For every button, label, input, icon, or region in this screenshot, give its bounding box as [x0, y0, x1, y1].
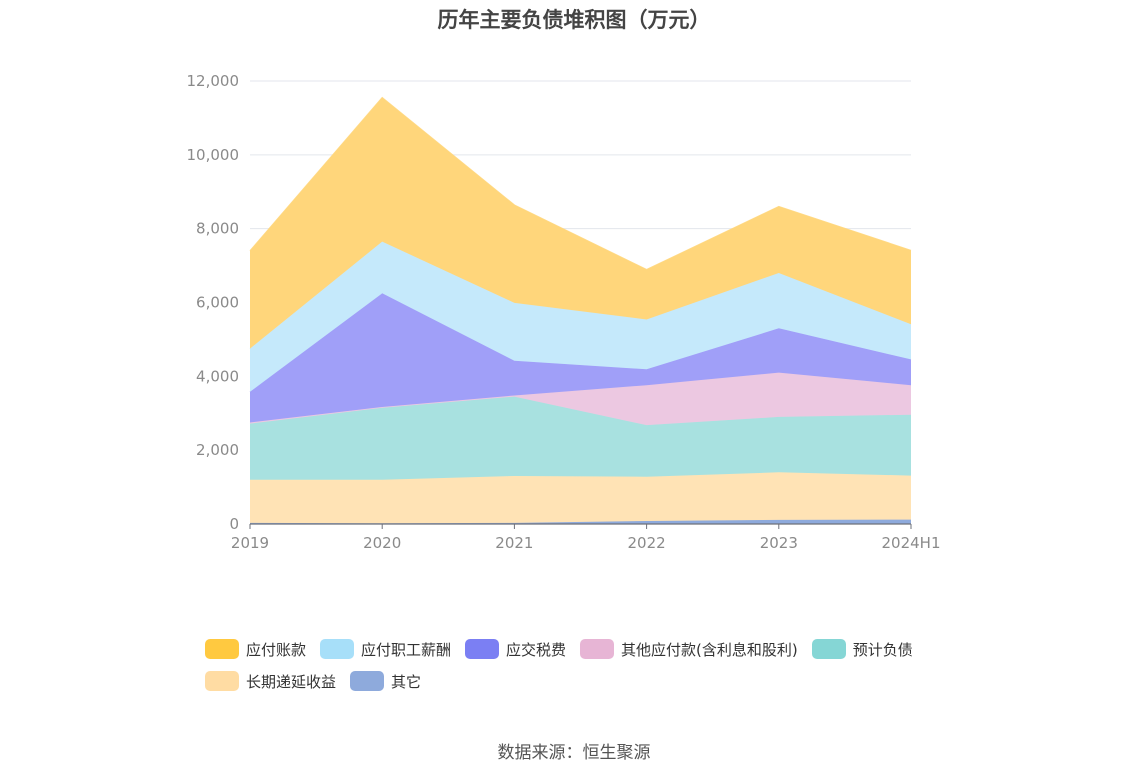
legend-item[interactable]: 应交税费 — [465, 638, 566, 660]
area-series-edge-6 — [249, 96, 912, 271]
legend-swatch — [320, 639, 355, 659]
legend-label: 预计负债 — [852, 640, 913, 659]
legend-label: 其它 — [391, 672, 422, 691]
data-source-note: 数据来源：恒生聚源 — [497, 743, 651, 763]
x-tick-label: 2024H1 — [882, 534, 941, 552]
axis-layer: 0 2,000 4,000 6,000 8,000 10,000 12,000 2019 202… — [187, 72, 941, 552]
y-tick-label: 12,000 — [187, 72, 240, 90]
legend-label: 长期递延收益 — [246, 672, 337, 691]
x-tick-label: 2023 — [760, 534, 798, 552]
legend-item[interactable]: 其他应付款(含利息和股利) — [580, 638, 798, 660]
chart-legend: 应付账款 应付职工薪酬 应交税费 其他应付款(含利息和股利) 预计负债长期递延收益 其它 — [205, 638, 965, 702]
area-layer — [249, 96, 912, 524]
y-tick-label: 8,000 — [196, 220, 239, 238]
y-tick-label: 4,000 — [196, 367, 239, 385]
legend-label: 应交税费 — [506, 640, 567, 659]
area-series-2 — [250, 396, 911, 480]
legend-item[interactable]: 应付职工薪酬 — [320, 638, 451, 660]
x-tick-label: 2021 — [495, 534, 533, 552]
area-series-1 — [250, 472, 911, 524]
legend-swatch — [465, 639, 500, 659]
legend-swatch — [580, 639, 615, 659]
area-series-3 — [250, 372, 911, 426]
legend-swatch — [350, 671, 385, 691]
legend-item[interactable]: 预计负债 — [811, 638, 913, 660]
legend-label: 其他应付款(含利息和股利) — [621, 640, 798, 659]
area-series-5 — [250, 241, 911, 392]
legend-swatch — [205, 671, 239, 691]
y-tick-label: 0 — [229, 515, 239, 533]
legend-label: 应付账款 — [246, 640, 307, 659]
legend-item[interactable]: 其它 — [350, 670, 421, 692]
stacked-area-chart: 0 2,000 4,000 6,000 8,000 10,000 12,000 2019 202… — [187, 72, 941, 552]
area-series-4 — [250, 293, 911, 423]
y-tick-label: 6,000 — [196, 294, 239, 312]
legend-swatch — [205, 639, 239, 659]
legend-swatch — [811, 639, 846, 659]
x-tick-label: 2020 — [363, 534, 401, 552]
y-tick-label: 2,000 — [196, 441, 239, 459]
legend-item[interactable]: 长期递延收益 — [205, 670, 336, 692]
legend-label: 应付职工薪酬 — [361, 640, 452, 659]
area-series-6 — [250, 97, 911, 349]
chart-title: 历年主要负债堆积图（万元） — [437, 8, 711, 32]
x-tick-label: 2019 — [231, 534, 269, 552]
legend-item[interactable]: 应付账款 — [205, 638, 306, 660]
y-tick-label: 10,000 — [187, 146, 240, 164]
x-tick-label: 2022 — [628, 534, 666, 552]
